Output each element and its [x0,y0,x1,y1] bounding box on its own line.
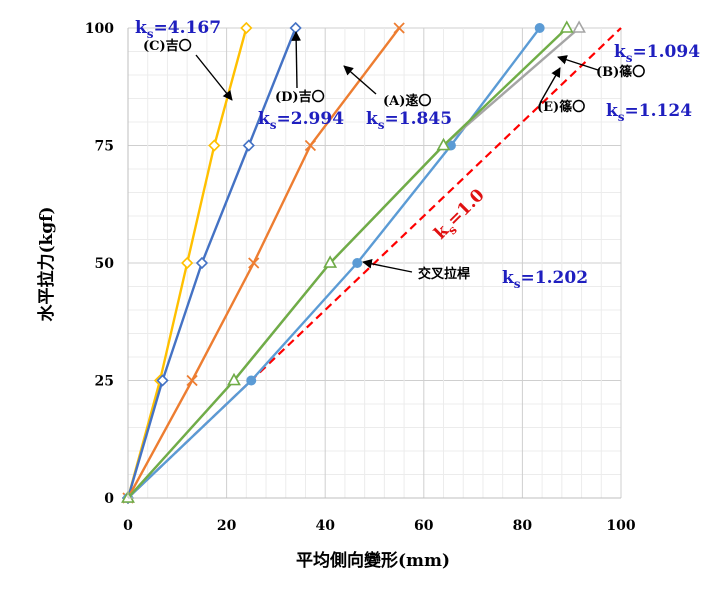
ks-b: ks=1.094 [614,42,700,65]
ks-c: ks=4.167 [135,18,221,41]
data-point [352,258,363,268]
reference-line-label: ks=1.0 [430,185,490,245]
data-point [208,139,221,152]
reference-line-group [127,27,622,499]
series-3 [122,22,405,504]
ks-d: ks=2.994 [258,109,344,132]
x-tick-label: 100 [606,518,635,534]
data-point [246,375,257,386]
data-point [242,139,255,152]
y-tick-label: 100 [85,21,114,37]
data-point [559,20,574,33]
ks-x: ks=1.202 [502,268,588,291]
data-point [195,256,209,270]
ks-a: ks=1.845 [366,109,452,132]
data-point [534,23,545,33]
data-point-stroke [248,257,260,269]
reference-line [127,27,622,499]
label-c: (C)吉〇 [143,38,192,54]
x-tick-label: 80 [513,518,533,534]
x-tick-label: 20 [217,518,237,534]
ks-e: ks=1.124 [606,101,692,124]
data-point [156,374,169,387]
label-a: (A)逺〇 [383,93,431,109]
y-tick-label: 25 [95,374,114,390]
data-point [181,256,194,270]
data-point [323,255,337,268]
data-point [289,21,302,35]
data-point [436,137,451,151]
y-axis-title: 水平拉力(kgf) [36,206,57,321]
y-tick-label: 75 [95,139,114,155]
arrow-b [557,55,599,71]
data-point-stroke [186,374,198,387]
data-point [227,372,241,386]
data-point [304,139,317,152]
annotation-arrows [195,31,599,273]
data-point-stroke [304,139,317,152]
data-point [572,20,586,33]
y-tick-label: 0 [104,491,114,507]
x-tick-label: 40 [315,518,335,534]
label-x: 交叉拉桿 [418,266,470,282]
data-point-stroke [393,22,405,34]
data-point [248,257,260,269]
y-tick-label: 50 [95,256,115,272]
label-d: (D)吉〇 [275,89,325,105]
tick-labels: 0 20 40 60 80 100 0 25 50 75 100 [85,21,636,534]
arrow-e [539,67,561,104]
data-point [393,22,405,34]
x-tick-label: 0 [123,518,133,534]
arrow-d [291,31,302,89]
data-point [240,21,253,35]
label-e: (E)篠〇 [537,99,585,115]
series-group [121,20,586,505]
arrow-a [343,65,377,95]
label-b: (B)篠〇 [596,64,645,80]
x-axis-title: 平均側向變形(mm) [296,550,450,571]
arrow-c [195,54,233,101]
axes [127,28,621,499]
data-point [186,374,198,387]
arrow-x [362,258,413,273]
x-tick-label: 60 [414,518,434,534]
